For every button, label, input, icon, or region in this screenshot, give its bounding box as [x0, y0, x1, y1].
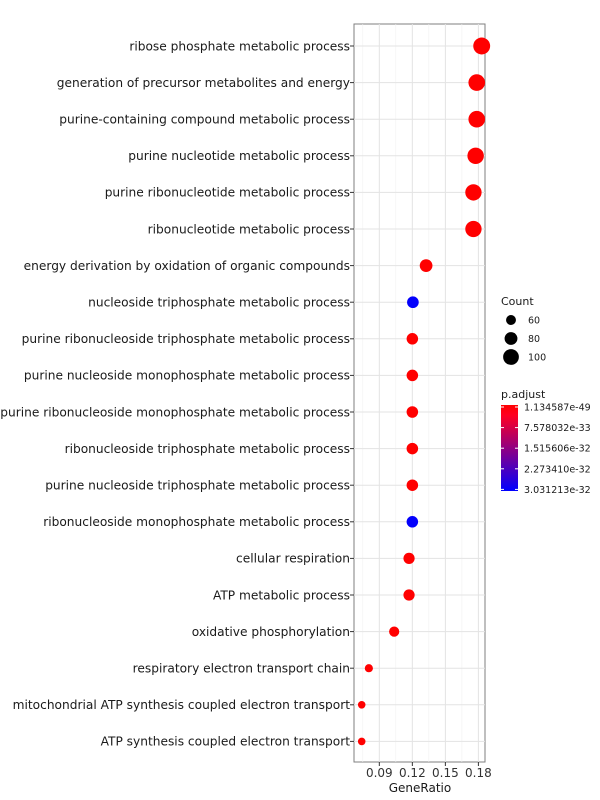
x-axis: 0.09 0.12 0.15 0.18 — [366, 762, 492, 780]
data-point — [403, 589, 415, 601]
count-legend-dot — [506, 315, 516, 325]
y-tick-label: purine ribonucleoside triphosphate metab… — [22, 332, 350, 346]
y-tick-label: ribonucleotide metabolic process — [148, 222, 350, 236]
y-tick-label: ribonucleoside triphosphate metabolic pr… — [65, 442, 350, 456]
y-tick-label: purine-containing compound metabolic pro… — [59, 113, 350, 127]
grid-lines — [354, 24, 485, 762]
x-tick-label: 0.12 — [399, 766, 426, 780]
count-legend-label: 60 — [528, 316, 540, 327]
x-tick-label: 0.15 — [432, 766, 459, 780]
padj-legend-label: 1.134587e-49 — [524, 403, 591, 414]
y-tick-label: purine ribonucleotide metabolic process — [105, 186, 350, 200]
data-point — [389, 626, 400, 637]
data-point — [465, 184, 482, 201]
y-tick-label: ATP synthesis coupled electron transport — [101, 735, 351, 749]
data-point — [468, 74, 486, 91]
x-tick-label: 0.18 — [465, 766, 492, 780]
padj-legend: p.adjust 1.134587e-49 7.578032e-33 1.51560… — [501, 388, 591, 496]
y-tick-label: cellular respiration — [236, 552, 350, 566]
y-axis-labels: ribose phosphate metabolic process genera… — [0, 39, 354, 749]
padj-legend-title: p.adjust — [501, 388, 546, 401]
y-tick-label: energy derivation by oxidation of organi… — [24, 259, 350, 273]
data-points — [357, 37, 491, 746]
data-point — [468, 110, 486, 128]
y-tick-label: purine nucleoside monophosphate metaboli… — [24, 369, 350, 383]
count-legend-dot — [503, 349, 519, 365]
y-tick-label: generation of precursor metabolites and … — [57, 76, 350, 90]
y-tick-label: mitochondrial ATP synthesis coupled elec… — [13, 698, 351, 712]
data-point — [407, 296, 419, 309]
count-legend: Count 60 80 100 — [501, 295, 546, 365]
y-tick-label: ribose phosphate metabolic process — [129, 39, 350, 53]
data-point — [419, 259, 433, 272]
data-point — [473, 37, 491, 55]
panel-border — [353, 23, 486, 763]
data-point — [467, 147, 484, 165]
y-tick-label: purine nucleotide metabolic process — [128, 149, 350, 163]
padj-legend-label: 2.273410e-32 — [524, 464, 591, 475]
plot-panel — [353, 23, 486, 763]
count-legend-dot — [504, 332, 518, 345]
data-point — [406, 442, 419, 455]
x-axis-title: GeneRatio — [389, 781, 451, 795]
data-point — [406, 369, 419, 382]
x-tick-label: 0.09 — [366, 766, 393, 780]
y-tick-label: ribonucleoside monophosphate metabolic p… — [43, 515, 350, 529]
data-point — [406, 479, 419, 491]
padj-legend-label: 7.578032e-33 — [524, 423, 591, 434]
padj-legend-label: 3.031213e-32 — [524, 485, 591, 496]
data-point — [364, 664, 373, 673]
y-tick-label: purine nucleoside triphosphate metabolic… — [45, 479, 350, 493]
y-tick-label: ATP metabolic process — [213, 588, 350, 602]
count-legend-label: 80 — [528, 334, 540, 345]
data-point — [406, 333, 419, 345]
data-point — [406, 406, 419, 418]
y-tick-label: oxidative phosphorylation — [192, 625, 350, 639]
y-tick-label: nucleoside triphosphate metabolic proces… — [88, 296, 350, 310]
count-legend-title: Count — [501, 295, 534, 308]
data-point — [406, 516, 419, 528]
y-tick-label: respiratory electron transport chain — [133, 662, 350, 676]
data-point — [357, 701, 366, 709]
padj-colorbar — [501, 405, 518, 491]
data-point — [357, 737, 366, 746]
padj-legend-label: 1.515606e-32 — [524, 444, 591, 455]
count-legend-label: 100 — [528, 353, 546, 364]
y-tick-label: purine ribonucleoside monophosphate meta… — [0, 405, 350, 419]
data-point — [403, 552, 415, 565]
data-point — [465, 220, 482, 238]
